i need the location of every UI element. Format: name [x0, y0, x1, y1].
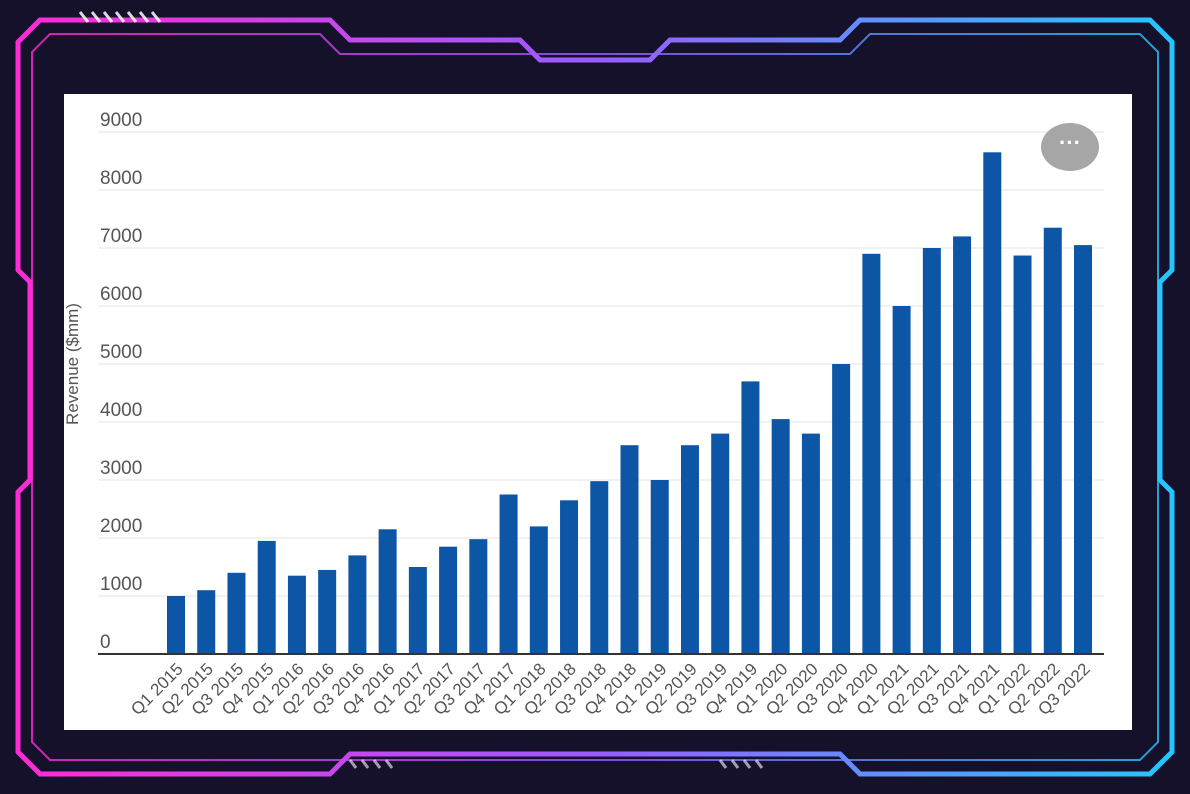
y-tick-label: 0 [100, 632, 111, 653]
y-axis-ticks: 0 1000 2000 3000 4000 5000 6000 7000 8000 9000 [100, 110, 142, 653]
bar [741, 381, 760, 654]
bar [862, 253, 881, 655]
bar [287, 575, 306, 654]
y-tick-label: 6000 [100, 284, 142, 305]
bar-chart: 0 1000 2000 3000 4000 5000 6000 7000 8000 9000 Q1… [64, 110, 1104, 719]
bar [167, 596, 185, 654]
y-tick-label: 9000 [100, 110, 142, 131]
bar [560, 500, 579, 654]
y-tick-label: 5000 [100, 342, 142, 363]
y-tick-label: 2000 [100, 516, 142, 537]
bar [408, 567, 427, 654]
bar [469, 539, 488, 654]
bar [318, 569, 337, 654]
y-tick-label: 1000 [100, 574, 142, 595]
chart-menu-button[interactable]: ··· [1041, 123, 1099, 171]
bar [590, 481, 609, 654]
bar [227, 572, 246, 654]
bar [711, 433, 730, 654]
bar [499, 494, 518, 654]
bar [680, 445, 699, 654]
y-tick-label: 8000 [100, 168, 142, 189]
bar [1043, 227, 1062, 654]
bar [983, 152, 1002, 655]
bar [257, 540, 276, 654]
ellipsis-icon: ··· [1059, 130, 1081, 155]
bar [953, 236, 972, 654]
chart-panel: 0 1000 2000 3000 4000 5000 6000 7000 8000 9000 Q1… [64, 94, 1132, 730]
y-axis-label: Revenue ($mm) [64, 303, 82, 425]
bar [832, 364, 851, 654]
bar [197, 590, 216, 654]
bar [650, 480, 669, 654]
bar [529, 526, 548, 654]
bar [892, 306, 911, 654]
bar [620, 445, 639, 654]
bar [348, 555, 367, 654]
bar [439, 546, 458, 654]
bar [771, 419, 790, 654]
y-tick-label: 3000 [100, 458, 142, 479]
bar [922, 248, 941, 654]
bar [1074, 245, 1092, 654]
bars [167, 152, 1092, 655]
y-tick-label: 7000 [100, 226, 142, 247]
bar [801, 433, 820, 654]
y-tick-label: 4000 [100, 400, 142, 421]
bar [1013, 255, 1032, 655]
bar [378, 529, 397, 654]
